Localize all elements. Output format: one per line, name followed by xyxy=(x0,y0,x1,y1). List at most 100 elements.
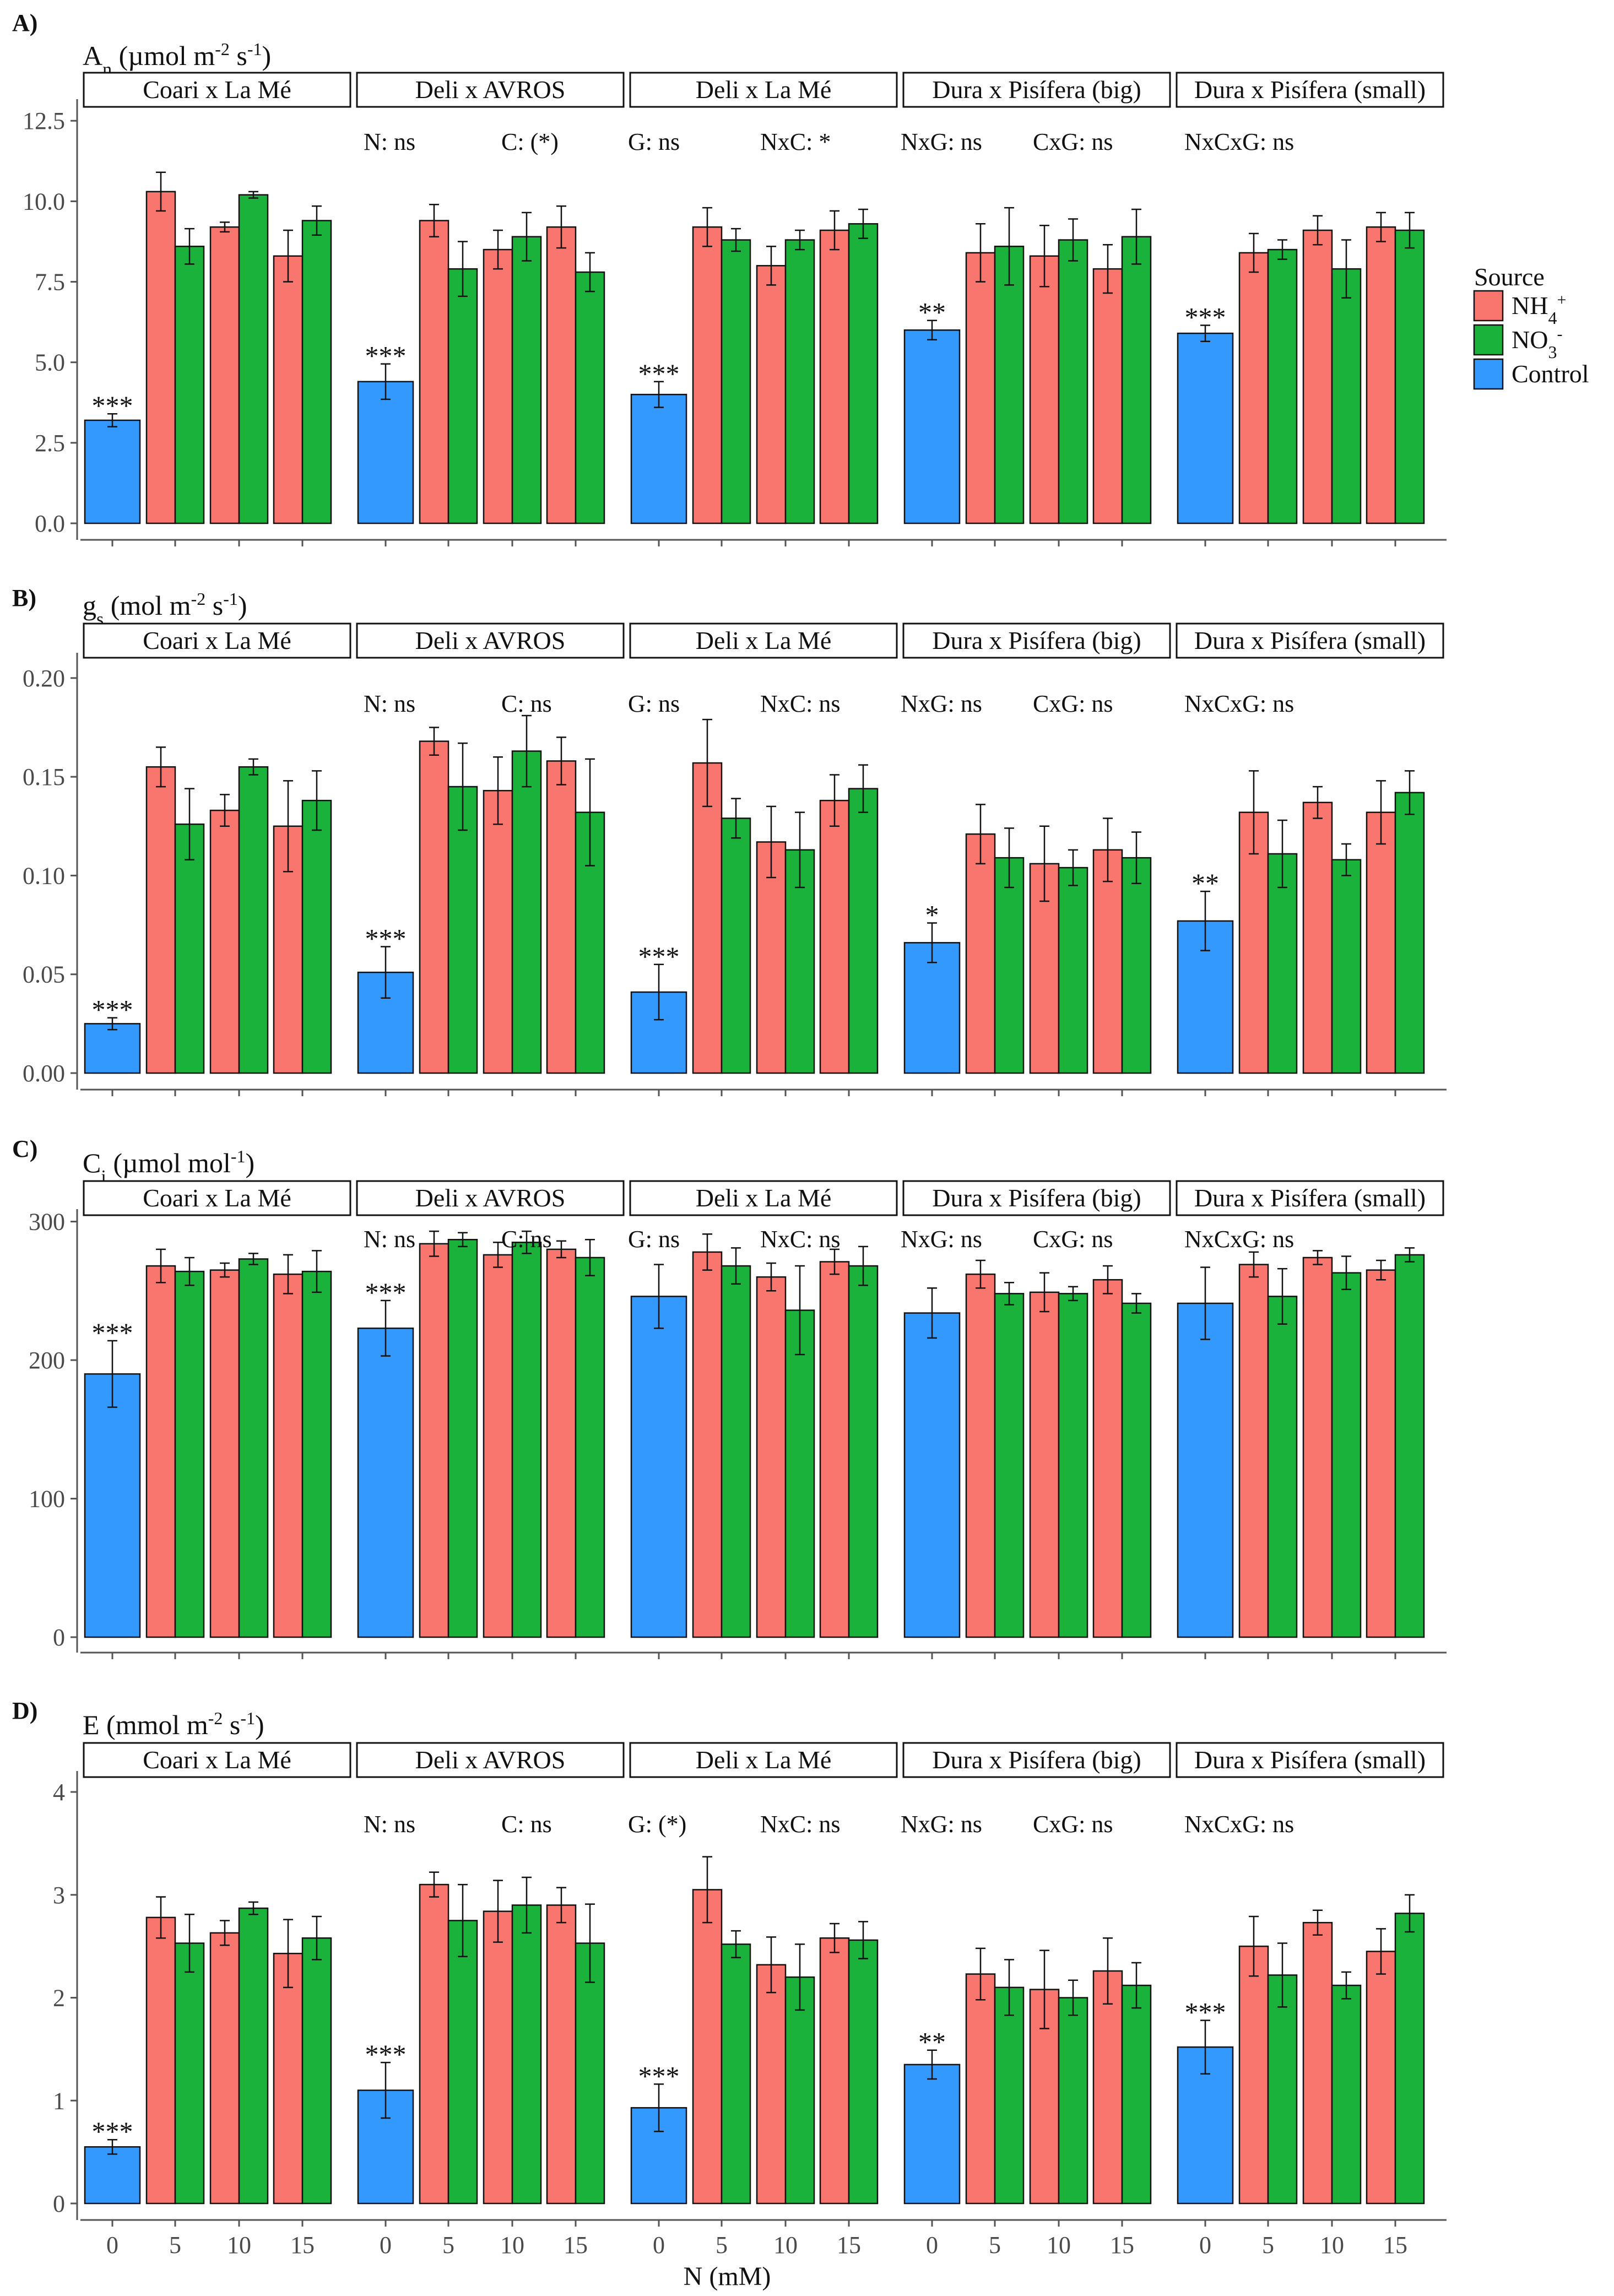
facet-2: Deli x AVROS 0 5 10 15 *** xyxy=(354,1742,627,2259)
bar-control xyxy=(903,1312,961,1638)
y-tick-label: 2.5 xyxy=(35,430,65,457)
significance-label: *** xyxy=(638,941,680,972)
facet-strip-label: Deli x La Mé xyxy=(696,1184,832,1212)
bar-nh4 xyxy=(419,740,449,1074)
x-tick-label: 5 xyxy=(442,2232,454,2259)
bar-no3 xyxy=(1394,792,1425,1074)
stat-label: CxG: ns xyxy=(1033,690,1113,717)
bar-nh4 xyxy=(1302,229,1333,524)
x-tick-label: 15 xyxy=(1383,2232,1407,2259)
bar-nh4 xyxy=(273,1273,304,1638)
bar-no3 xyxy=(848,788,879,1074)
bar-no3 xyxy=(994,1986,1025,2205)
legend-swatch xyxy=(1473,358,1504,390)
bar-no3 xyxy=(301,1270,332,1638)
bar-nh4 xyxy=(965,833,996,1074)
legend-label: Control xyxy=(1512,360,1589,388)
bar-no3 xyxy=(447,1239,478,1638)
x-tick-label: 5 xyxy=(716,2232,728,2259)
bar-control xyxy=(84,1023,141,1074)
bar-nh4 xyxy=(546,760,577,1074)
facet-3: Deli x La Mé *** xyxy=(627,622,900,1096)
facet-strip-label: Dura x Pisífera (big) xyxy=(932,75,1141,104)
bar-no3 xyxy=(1394,1254,1425,1638)
facet-strip xyxy=(902,622,1171,659)
facet-5: Dura x Pisífera (small) xyxy=(1173,1180,1447,1659)
facet-strip-label: Deli x AVROS xyxy=(415,75,566,104)
x-tick-label: 0 xyxy=(926,2232,938,2259)
stat-label: CxG: ns xyxy=(1033,1226,1113,1253)
significance-label: *** xyxy=(638,2060,680,2091)
stat-label: NxG: ns xyxy=(901,1226,982,1253)
stat-label: N: ns xyxy=(364,690,415,717)
y-tick-label: 0.0 xyxy=(35,510,65,537)
y-tick-label: 7.5 xyxy=(35,269,65,296)
bar-no3 xyxy=(1058,1293,1088,1638)
y-tick-label: 0.05 xyxy=(23,961,65,988)
bar-nh4 xyxy=(483,1254,513,1638)
bar-nh4 xyxy=(209,226,240,524)
bar-no3 xyxy=(721,1265,751,1638)
facet-strip xyxy=(83,72,351,108)
bar-nh4 xyxy=(819,229,850,524)
y-tick-label: 5.0 xyxy=(35,349,65,376)
bar-no3 xyxy=(1331,859,1362,1074)
y-tick-label: 0.00 xyxy=(23,1060,65,1087)
bar-no3 xyxy=(994,245,1025,524)
legend-title: Source xyxy=(1474,263,1545,291)
bar-nh4 xyxy=(692,1251,723,1638)
bar-no3 xyxy=(1121,1984,1152,2205)
y-tick-label: 4 xyxy=(53,1779,65,1806)
x-tick-label: 5 xyxy=(1262,2232,1274,2259)
x-tick-label: 10 xyxy=(1047,2232,1071,2259)
bar-nh4 xyxy=(965,1973,996,2205)
facet-strip-label: Deli x AVROS xyxy=(415,626,566,654)
facet-strip xyxy=(83,1742,351,1778)
facet-2: Deli x AVROS *** xyxy=(354,72,627,546)
bar-no3 xyxy=(511,1904,542,2205)
bar-no3 xyxy=(1121,857,1152,1074)
bar-control xyxy=(357,381,414,524)
bar-no3 xyxy=(1394,1913,1425,2205)
x-tick-label: 15 xyxy=(290,2232,315,2259)
stat-label: CxG: ns xyxy=(1033,128,1113,155)
bar-nh4 xyxy=(273,1952,304,2205)
facet-5: Dura x Pisífera (small) 0 5 10 15 *** xyxy=(1173,1742,1447,2259)
bar-nh4 xyxy=(1092,1970,1123,2205)
bar-nh4 xyxy=(1029,255,1060,524)
bar-nh4 xyxy=(819,799,850,1074)
stat-label: G: ns xyxy=(628,1226,680,1253)
facet-strip xyxy=(902,1180,1171,1216)
facet-strip xyxy=(1176,72,1444,108)
bar-nh4 xyxy=(756,1276,787,1638)
facet-strip-label: Deli x La Mé xyxy=(696,1746,832,1774)
x-tick-label: 10 xyxy=(1320,2232,1344,2259)
bar-no3 xyxy=(174,1942,205,2205)
y-axis-title: gs (mol m-2 s-1) xyxy=(83,589,247,630)
bar-nh4 xyxy=(145,191,176,524)
bar-no3 xyxy=(1058,867,1088,1074)
x-tick-label: 5 xyxy=(169,2232,181,2259)
significance-label: ** xyxy=(918,2027,946,2057)
bar-control xyxy=(630,1296,687,1638)
facet-strip-label: Dura x Pisífera (small) xyxy=(1194,626,1426,654)
stat-label: NxC: ns xyxy=(760,1226,840,1253)
facet-strip xyxy=(1176,1180,1444,1216)
bar-no3 xyxy=(721,239,751,524)
facet-strip xyxy=(1176,622,1444,659)
x-tick-label: 0 xyxy=(380,2232,392,2259)
bar-no3 xyxy=(1121,1302,1152,1638)
facet-4: Dura x Pisífera (big) * xyxy=(900,622,1173,1096)
bar-nh4 xyxy=(1029,1291,1060,1638)
bar-no3 xyxy=(994,1293,1025,1638)
legend-label: NO3- xyxy=(1512,325,1562,362)
significance-label: *** xyxy=(1185,1997,1226,2028)
y-axis-title: An (µmol m-2 s-1) xyxy=(83,39,271,80)
y-tick-label: 100 xyxy=(29,1486,65,1513)
facet-strip xyxy=(902,1742,1171,1778)
bar-nh4 xyxy=(1302,802,1333,1074)
y-tick-label: 10.0 xyxy=(23,188,65,215)
bar-nh4 xyxy=(209,1932,240,2205)
stat-label: NxG: ns xyxy=(901,690,982,717)
